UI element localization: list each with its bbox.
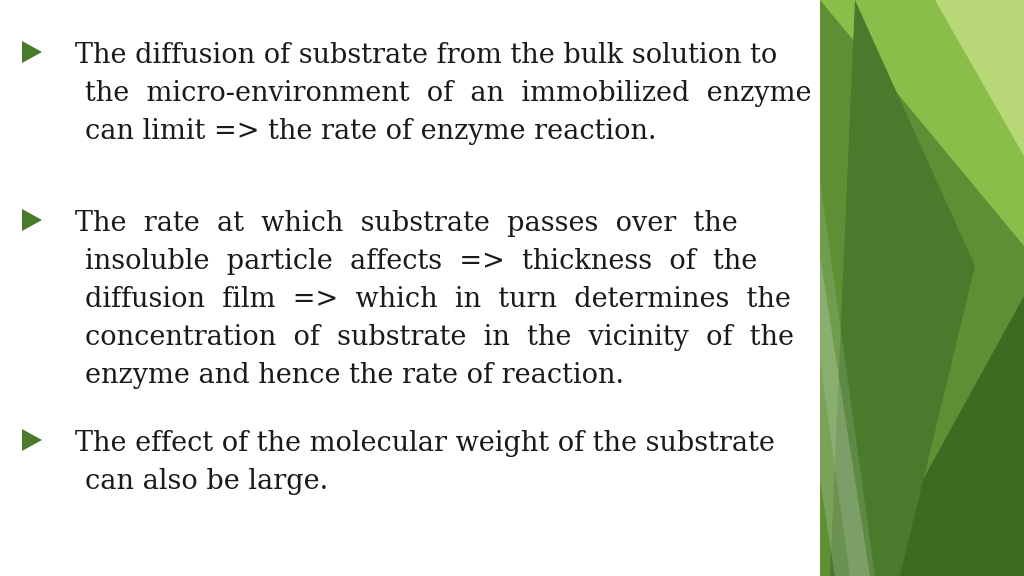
Polygon shape <box>770 0 874 576</box>
Polygon shape <box>745 0 870 576</box>
Text: can limit => the rate of enzyme reaction.: can limit => the rate of enzyme reaction… <box>85 118 656 145</box>
Text: The  rate  at  which  substrate  passes  over  the: The rate at which substrate passes over … <box>75 210 737 237</box>
Polygon shape <box>830 0 975 576</box>
Text: The diffusion of substrate from the bulk solution to: The diffusion of substrate from the bulk… <box>75 42 777 69</box>
Text: insoluble  particle  affects  =>  thickness  of  the: insoluble particle affects => thickness … <box>85 248 758 275</box>
Polygon shape <box>22 429 42 451</box>
Text: diffusion  film  =>  which  in  turn  determines  the: diffusion film => which in turn determin… <box>85 286 791 313</box>
Polygon shape <box>950 396 1024 576</box>
Text: The effect of the molecular weight of the substrate: The effect of the molecular weight of th… <box>75 430 775 457</box>
Text: concentration  of  substrate  in  the  vicinity  of  the: concentration of substrate in the vicini… <box>85 324 794 351</box>
Polygon shape <box>870 296 1024 576</box>
Text: enzyme and hence the rate of reaction.: enzyme and hence the rate of reaction. <box>85 362 624 389</box>
Polygon shape <box>820 0 1024 576</box>
Polygon shape <box>22 41 42 63</box>
Polygon shape <box>820 0 1024 246</box>
Text: the  micro-environment  of  an  immobilized  enzyme: the micro-environment of an immobilized … <box>85 80 811 107</box>
Text: can also be large.: can also be large. <box>85 468 328 495</box>
Polygon shape <box>935 0 1024 156</box>
Polygon shape <box>22 209 42 231</box>
